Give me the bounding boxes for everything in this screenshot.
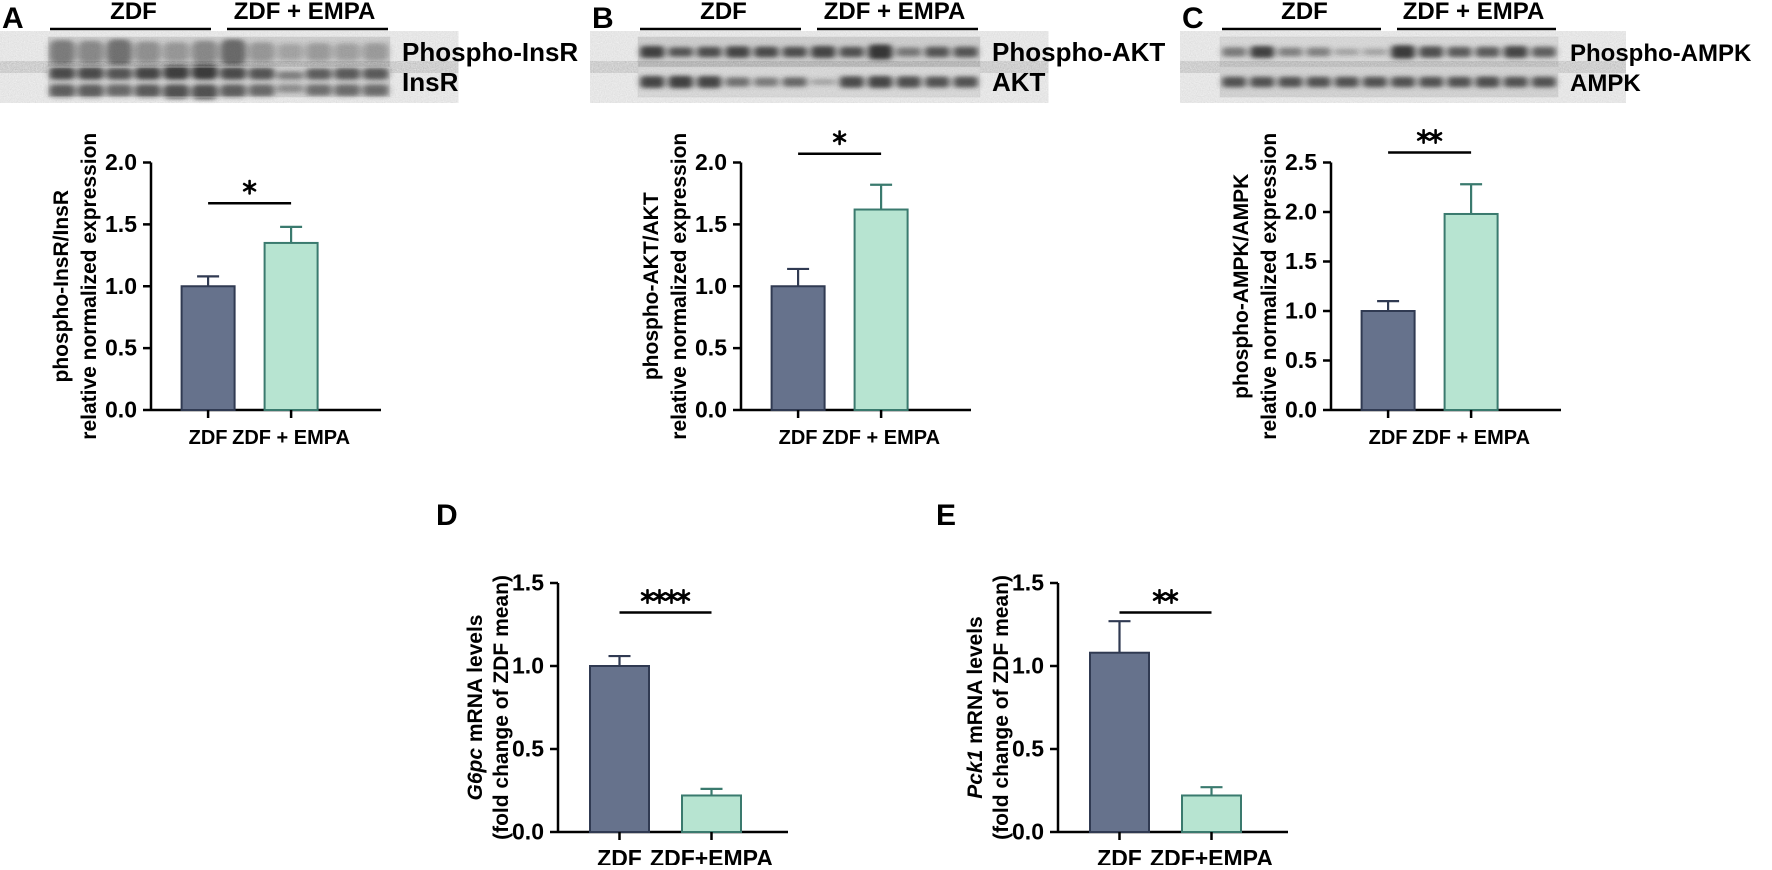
- svg-text:B: B: [592, 2, 614, 35]
- svg-text:1.5: 1.5: [1012, 570, 1044, 596]
- svg-text:1.5: 1.5: [695, 211, 727, 237]
- svg-text:phospho-AMPK/AMPK: phospho-AMPK/AMPK: [1230, 174, 1253, 399]
- svg-text:C: C: [1182, 2, 1204, 35]
- svg-text:relative normalized expression: relative normalized expression: [668, 133, 691, 440]
- svg-text:AMPK: AMPK: [1570, 70, 1641, 97]
- svg-text:A: A: [2, 2, 24, 35]
- svg-text:0.0: 0.0: [512, 819, 544, 845]
- svg-text:AKT: AKT: [992, 67, 1046, 97]
- svg-text:Phospho-InsR: Phospho-InsR: [402, 37, 578, 67]
- svg-text:2.0: 2.0: [105, 149, 137, 175]
- svg-text:2.0: 2.0: [695, 149, 727, 175]
- svg-text:0.5: 0.5: [695, 335, 727, 361]
- svg-text:1.0: 1.0: [512, 653, 544, 679]
- svg-text:(fold change of ZDF mean): (fold change of ZDF mean): [990, 575, 1013, 840]
- svg-text:0.0: 0.0: [1285, 397, 1317, 423]
- svg-text:ZDF: ZDF: [1281, 0, 1328, 25]
- svg-text:2.5: 2.5: [1285, 149, 1317, 175]
- svg-text:InsR: InsR: [402, 67, 459, 97]
- svg-text:Phospho-AKT: Phospho-AKT: [992, 37, 1165, 67]
- svg-text:relative normalized expression: relative normalized expression: [1258, 133, 1281, 440]
- svg-text:1.5: 1.5: [512, 570, 544, 596]
- svg-text:1.0: 1.0: [105, 273, 137, 299]
- svg-text:ZDF + EMPA: ZDF + EMPA: [824, 0, 966, 25]
- svg-text:1.0: 1.0: [1285, 298, 1317, 324]
- svg-text:0.5: 0.5: [1012, 736, 1044, 762]
- svg-text:Pck1 mRNA levels: Pck1 mRNA levels: [964, 616, 987, 799]
- svg-text:ZDF: ZDF: [779, 427, 818, 449]
- svg-text:0.5: 0.5: [105, 335, 137, 361]
- svg-text:1.0: 1.0: [695, 273, 727, 299]
- svg-text:0.5: 0.5: [1285, 347, 1317, 373]
- svg-text:relative normalized expression: relative normalized expression: [78, 133, 101, 440]
- svg-text:phospho-AKT/AKT: phospho-AKT/AKT: [640, 192, 663, 380]
- svg-text:phospho-InsR/InsR: phospho-InsR/InsR: [50, 190, 73, 383]
- svg-text:Phospho-AMPK: Phospho-AMPK: [1570, 40, 1752, 67]
- svg-text:2.0: 2.0: [1285, 199, 1317, 225]
- svg-text:G6pc mRNA levels: G6pc mRNA levels: [464, 615, 487, 801]
- svg-text:ZDF: ZDF: [189, 427, 228, 449]
- svg-text:ZDF+EMPA: ZDF+EMPA: [650, 845, 773, 865]
- svg-text:1.0: 1.0: [1012, 653, 1044, 679]
- svg-text:ZDF: ZDF: [110, 0, 157, 25]
- svg-text:E: E: [936, 500, 956, 532]
- svg-text:0.0: 0.0: [105, 397, 137, 423]
- svg-text:0.0: 0.0: [1012, 819, 1044, 845]
- svg-text:ZDF: ZDF: [597, 845, 642, 865]
- svg-text:ZDF: ZDF: [1097, 845, 1142, 865]
- svg-text:(fold change of ZDF mean): (fold change of ZDF mean): [490, 575, 513, 840]
- svg-text:ZDF + EMPA: ZDF + EMPA: [234, 0, 376, 25]
- svg-text:0.0: 0.0: [695, 397, 727, 423]
- svg-text:ZDF+EMPA: ZDF+EMPA: [1150, 845, 1273, 865]
- svg-text:ZDF: ZDF: [1369, 427, 1408, 449]
- svg-text:ZDF + EMPA: ZDF + EMPA: [1403, 0, 1545, 25]
- svg-text:ZDF: ZDF: [700, 0, 747, 25]
- svg-text:0.5: 0.5: [512, 736, 544, 762]
- svg-text:D: D: [436, 500, 458, 532]
- svg-text:1.5: 1.5: [105, 211, 137, 237]
- svg-text:ZDF + EMPA: ZDF + EMPA: [232, 427, 350, 449]
- svg-text:ZDF + EMPA: ZDF + EMPA: [1412, 427, 1530, 449]
- svg-text:1.5: 1.5: [1285, 248, 1317, 274]
- svg-text:ZDF + EMPA: ZDF + EMPA: [822, 427, 940, 449]
